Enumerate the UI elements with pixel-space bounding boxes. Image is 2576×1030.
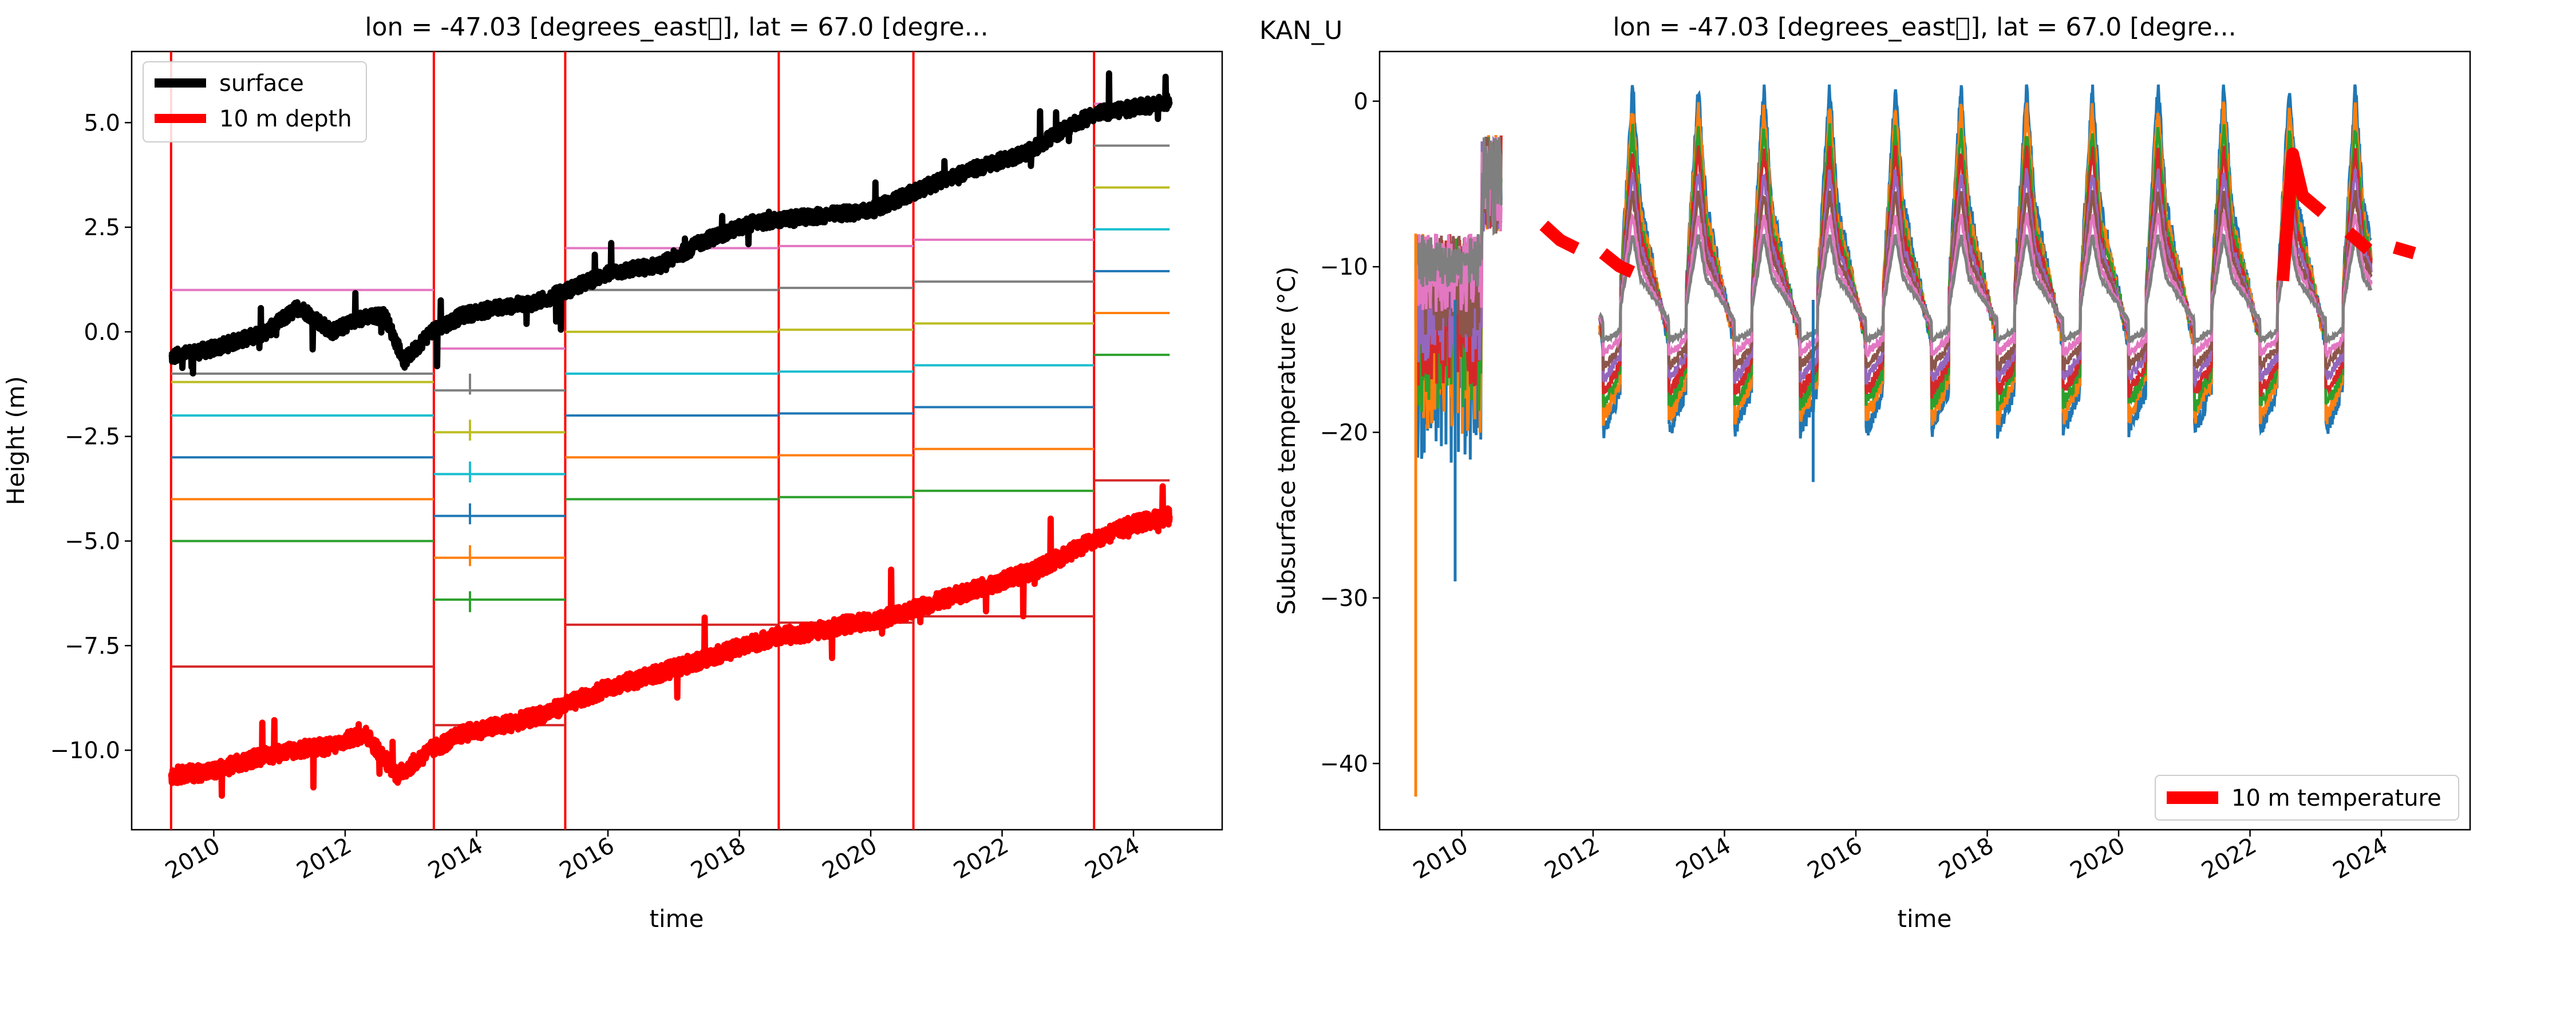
temperature-x-ticks: 2010 2012 2014 2016 2018 2020 2022 2024: [1409, 830, 2392, 885]
x-tick-label: 2016: [555, 833, 619, 885]
height-x-axis-label: time: [650, 905, 704, 933]
sensor-temperature-line: [1414, 137, 1503, 288]
y-tick-label: 5.0: [84, 110, 120, 136]
y-tick-label: −10.0: [50, 738, 120, 764]
legend-surface-label: surface: [219, 70, 304, 97]
depth-10m-series-line: [168, 483, 1173, 799]
y-tick-label: −40: [1320, 751, 1368, 777]
height-axes-frame: [131, 50, 1223, 831]
x-tick-label: 2022: [949, 833, 1013, 885]
figure-suptitle: KAN_U: [1259, 16, 1342, 45]
surface-series-line: [168, 70, 1173, 377]
height-chart-title: lon = -47.03 [degrees_east ], lat = 67.0…: [365, 13, 988, 42]
y-tick-label: −30: [1320, 585, 1368, 612]
temperature-legend-box: [2155, 775, 2459, 821]
x-tick-label: 2012: [293, 833, 356, 885]
height-panel: −10.0−7.5−5.0−2.50.02.55.0 2010 2012 2014 2…: [2, 13, 1223, 933]
x-tick-label: 2020: [2066, 833, 2129, 885]
y-tick-label: −20: [1320, 420, 1368, 446]
x-tick-label: 2020: [818, 833, 882, 885]
temperature-x-axis-label: time: [1898, 905, 1952, 933]
x-tick-label: 2014: [1672, 833, 1735, 885]
y-tick-label: −7.5: [65, 633, 120, 659]
x-tick-label: 2024: [2329, 833, 2392, 885]
x-tick-label: 2018: [686, 833, 750, 885]
y-tick-label: −5.0: [65, 528, 120, 554]
height-y-ticks: −10.0 −7.5 −5.0 −2.5 0.0 2.5 5.0: [50, 110, 132, 764]
x-tick-label: 2022: [2197, 833, 2261, 885]
height-legend: surface 10 m depth: [143, 61, 367, 142]
sensor-temperature-line: [1599, 233, 2373, 347]
height-y-axis-label: Height (m): [2, 376, 30, 505]
legend-10m-temperature-label: 10 m temperature: [2231, 785, 2441, 811]
y-tick-label: 2.5: [84, 215, 120, 241]
temperature-axes-frame: [1378, 50, 2471, 831]
x-tick-label: 2018: [1934, 833, 1998, 885]
temperature-panel: −40−30−20−100 2010 2012 2014 2016 2018 2020 20…: [1273, 13, 2471, 933]
temperature-legend: 10 m temperature: [2155, 775, 2459, 821]
height-x-ticks: 2010 2012 2014 2016 2018 2020 2022 2024: [161, 830, 1144, 885]
y-tick-label: 0.0: [84, 319, 120, 346]
height-plot-area: [168, 52, 1173, 830]
temperature-y-ticks: −40 −30 −20 −10 0: [1320, 89, 1380, 777]
x-tick-label: 2016: [1803, 833, 1867, 885]
x-tick-label: 2010: [1409, 833, 1472, 885]
y-tick-label: 0: [1354, 89, 1368, 115]
temperature-plot-area: [1414, 84, 2416, 797]
x-tick-label: 2014: [424, 833, 487, 885]
x-tick-label: 2010: [161, 833, 224, 885]
temperature-10m-series-line: [1539, 147, 2416, 282]
x-tick-label: 2012: [1540, 833, 1604, 885]
legend-depth-label: 10 m depth: [219, 106, 352, 132]
temperature-y-axis-label: Subsurface temperature (°C): [1273, 267, 1301, 615]
y-tick-label: −2.5: [65, 424, 120, 450]
y-tick-label: −10: [1320, 254, 1368, 280]
temperature-chart-title: lon = -47.03 [degrees_east ], lat = 67.0…: [1613, 13, 2236, 42]
x-tick-label: 2024: [1081, 833, 1144, 885]
